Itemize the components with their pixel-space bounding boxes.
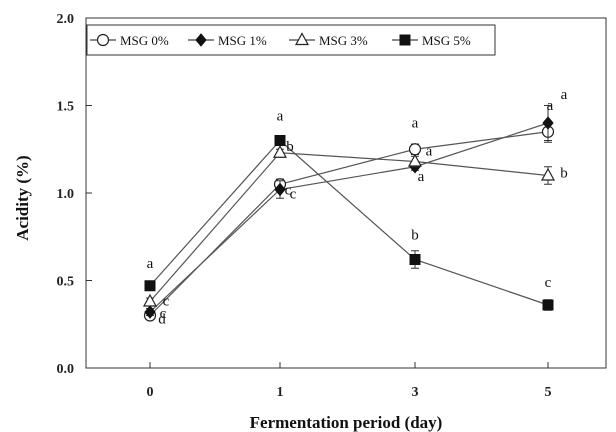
series-layer xyxy=(142,105,556,322)
data-point xyxy=(272,144,288,158)
significance-letter: a xyxy=(547,98,554,114)
legend-label: MSG 5% xyxy=(422,33,471,48)
axes xyxy=(85,17,607,369)
x-tick-label: 3 xyxy=(412,385,419,400)
x-tick-label: 1 xyxy=(277,385,284,400)
significance-letter: a xyxy=(426,144,433,160)
legend-label: MSG 1% xyxy=(218,33,267,48)
data-point xyxy=(144,305,156,319)
significance-letter: c xyxy=(545,275,552,291)
series-line xyxy=(149,152,549,302)
data-point xyxy=(407,153,423,167)
significance-letter: a xyxy=(418,169,425,185)
significance-letter: c xyxy=(163,294,170,310)
legend-box xyxy=(86,24,496,56)
significance-letter: b xyxy=(286,139,294,155)
legend-item-4: MSG 5% xyxy=(392,33,471,48)
legend-label: MSG 3% xyxy=(319,33,368,48)
legend-label: MSG 0% xyxy=(120,33,169,48)
x-tick-label: 5 xyxy=(545,385,552,400)
significance-letter: a xyxy=(412,115,419,131)
y-tick-label: 1.0 xyxy=(57,187,75,202)
data-point xyxy=(144,280,156,292)
significance-letter: b xyxy=(411,228,419,244)
y-tick-labels: 0.0 0.5 1.0 1.5 2.0 xyxy=(57,12,75,377)
legend-marker xyxy=(96,33,110,47)
legend-item-2: MSG 1% xyxy=(188,33,267,48)
y-tick-label: 1.5 xyxy=(57,100,75,115)
significance-letter: c xyxy=(160,306,167,322)
significance-letter: c xyxy=(290,187,297,203)
legend: MSG 0% MSG 1% MSG 3% MSG 5% xyxy=(86,24,496,56)
legend-item-3: MSG 3% xyxy=(289,32,368,48)
x-tick-label: 0 xyxy=(147,385,154,400)
data-point xyxy=(142,293,158,307)
legend-marker xyxy=(195,33,207,47)
data-point xyxy=(274,135,286,146)
significance-letter: a xyxy=(561,87,568,103)
significance-letter: d xyxy=(158,312,166,328)
series-4 xyxy=(144,135,554,311)
significance-letter: a xyxy=(147,256,154,272)
x-axis-title: Fermentation period (day) xyxy=(250,413,443,432)
series-3 xyxy=(142,144,556,307)
data-point xyxy=(408,143,422,156)
data-point xyxy=(274,182,286,197)
data-point xyxy=(409,254,421,265)
data-point xyxy=(540,167,556,181)
y-tick-label: 2.0 xyxy=(57,12,75,27)
y-tick-label: 0.5 xyxy=(57,275,75,290)
legend-item-1: MSG 0% xyxy=(90,33,169,48)
legend-marker xyxy=(294,32,310,46)
data-point xyxy=(542,116,554,130)
y-axis-title: Acidity (%) xyxy=(13,155,32,240)
legend-marker xyxy=(399,34,411,46)
series-line xyxy=(149,122,549,313)
significance-letter: b xyxy=(560,166,568,182)
series-line xyxy=(149,131,549,316)
series-line xyxy=(149,139,549,306)
data-point xyxy=(542,299,554,311)
y-tick-label: 0.0 xyxy=(57,362,75,377)
series-1 xyxy=(143,120,555,322)
x-tick-labels: 0 1 3 5 xyxy=(147,385,552,400)
significance-letter: c xyxy=(285,182,292,198)
significance-letter: a xyxy=(277,109,284,125)
